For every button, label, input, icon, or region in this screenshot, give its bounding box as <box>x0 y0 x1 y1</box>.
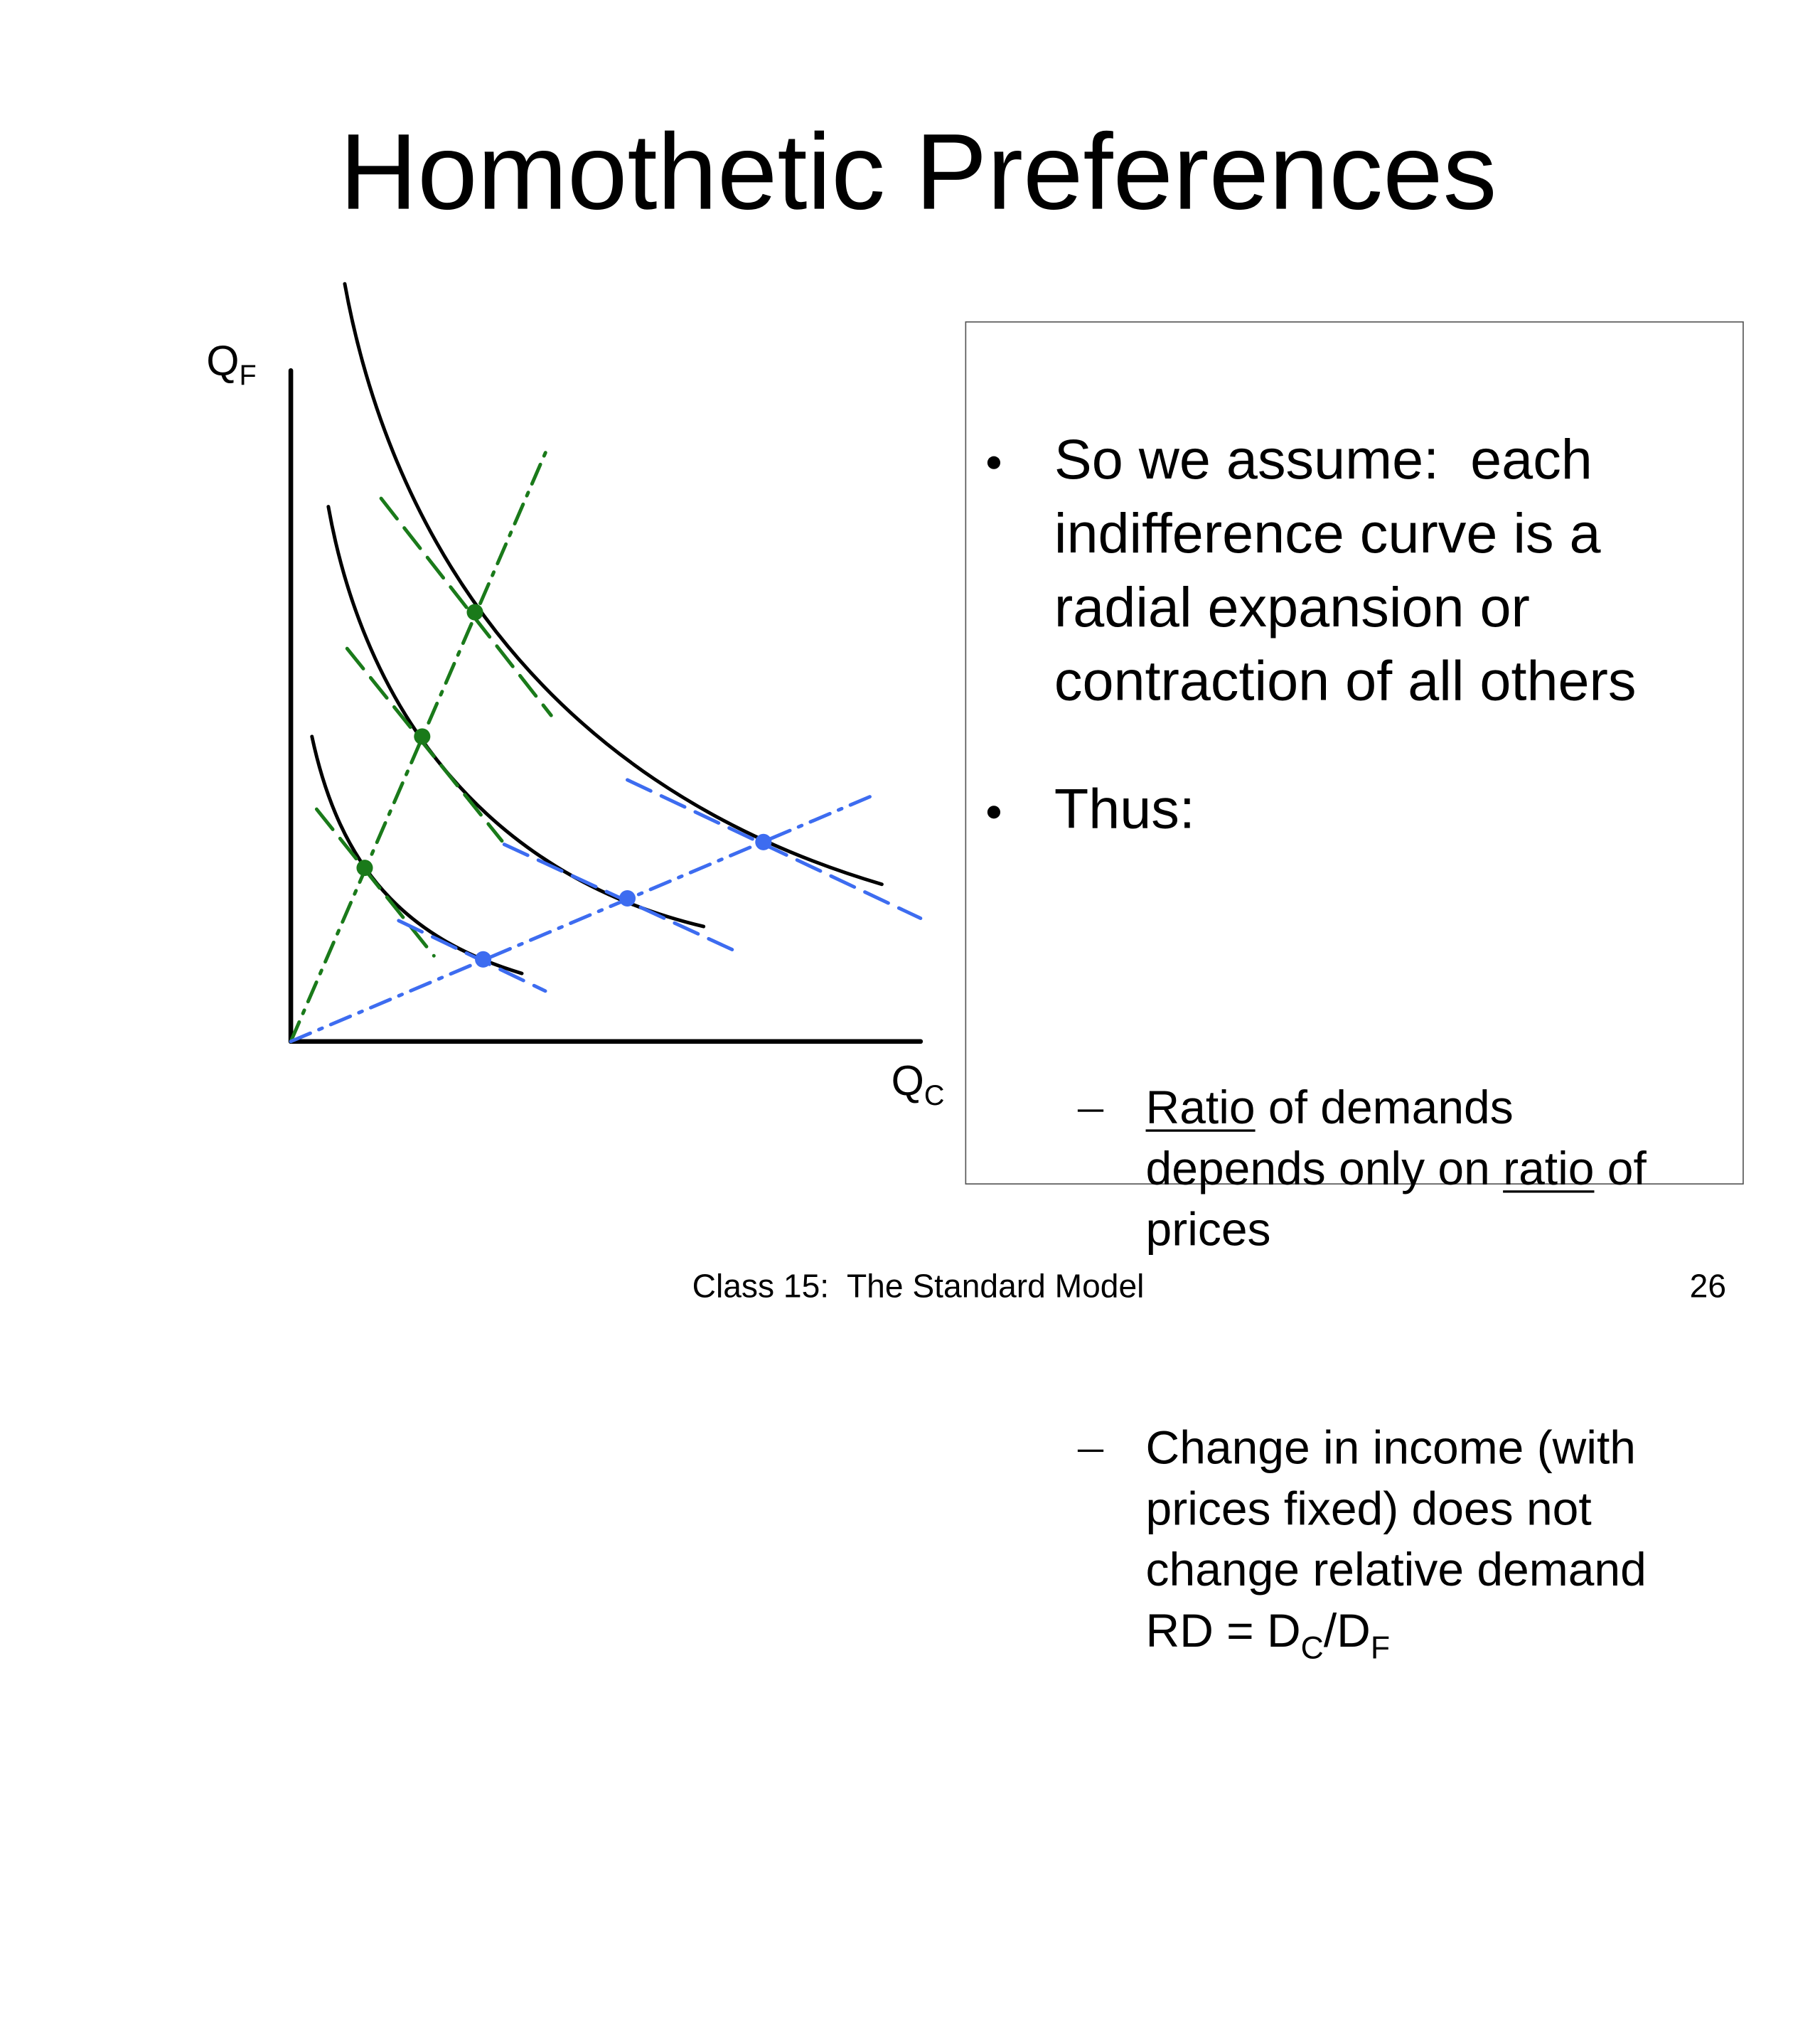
x-axis-label: QC <box>891 1057 945 1110</box>
sub-text: /D <box>1323 1605 1371 1657</box>
underlined-text: Ratio <box>1145 1082 1256 1135</box>
blue-ray <box>289 793 876 1044</box>
blue-tangent <box>502 843 735 952</box>
page: Homothetic Preferences QF <box>206 112 1744 1664</box>
indifference-curve <box>343 282 884 887</box>
axis-symbol: Q <box>206 336 240 385</box>
axis-subscript: C <box>924 1080 945 1112</box>
tangency-point <box>356 860 373 877</box>
axis-symbol: Q <box>891 1057 924 1105</box>
slide: Homothetic Preferences QF <box>206 112 1744 1664</box>
subscript: F <box>1370 1630 1391 1666</box>
axis-subscript: F <box>239 360 257 392</box>
sub-bullet: Change in income (with prices fixed) doe… <box>966 1418 1697 1666</box>
bullet-text: Thus: <box>1054 779 1195 841</box>
indifference-curve <box>310 734 524 975</box>
sub-text: of prices <box>1145 1143 1660 1256</box>
page-number: 26 <box>1689 1268 1727 1305</box>
sub-bullet: Ratio of demands depends only on ratio o… <box>966 1078 1697 1261</box>
tangency-point <box>475 951 492 968</box>
sub-text: of demands depends only on <box>1145 1082 1527 1195</box>
footer-text: Class 15: The Standard Model <box>692 1268 1145 1305</box>
green-ray <box>289 448 549 1044</box>
tangency-point <box>755 833 772 850</box>
y-axis-label: QF <box>206 336 256 390</box>
bullet-text: So we assume: each indifference curve is… <box>1054 429 1637 713</box>
tangency-point <box>414 728 431 745</box>
green-tangent <box>379 496 553 717</box>
indifference-curve <box>326 505 706 929</box>
diagram <box>288 282 924 1044</box>
sub-text: Change in income (with prices fixed) doe… <box>1145 1422 1660 1657</box>
blue-tangent <box>397 919 547 993</box>
underlined-text: ratio <box>1503 1143 1595 1195</box>
subscript: C <box>1300 1630 1324 1666</box>
slide-title: Homothetic Preferences <box>339 112 1497 232</box>
tangency-point <box>466 604 483 621</box>
green-tangent <box>345 646 504 843</box>
bullet: So we assume: each indifference curve is… <box>966 423 1664 719</box>
bullet-list: So we assume: each indifference curve is… <box>966 365 1743 1999</box>
text-box: So we assume: each indifference curve is… <box>965 321 1744 1664</box>
tangency-point <box>619 889 636 907</box>
green-tangent <box>314 807 436 958</box>
blue-tangent <box>625 778 923 921</box>
